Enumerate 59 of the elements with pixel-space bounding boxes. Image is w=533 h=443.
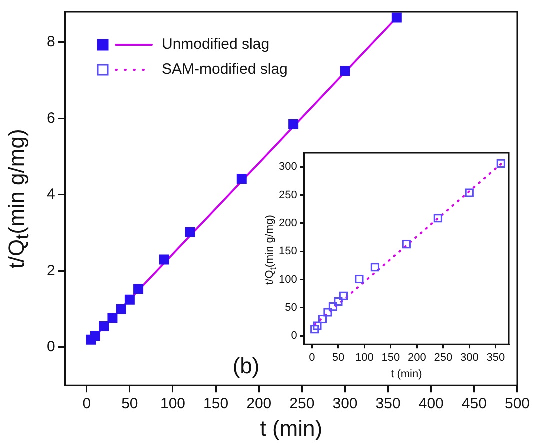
annotation: (b): [232, 354, 260, 379]
point: [124, 294, 135, 305]
y-tick-label: 4: [47, 186, 56, 204]
point: [288, 119, 299, 130]
x-tick-label: 400: [418, 396, 444, 413]
point: [134, 284, 144, 294]
x-tick-label: 250: [434, 352, 453, 364]
y-tick-label: 300: [278, 161, 298, 174]
x-tick-label: 450: [462, 396, 487, 413]
point: [159, 254, 170, 265]
x-tick-label: 150: [204, 396, 229, 413]
y-tick-label: 100: [278, 274, 298, 286]
x-tick-label: 200: [246, 396, 272, 413]
point: [465, 188, 474, 198]
x-tick-label: 300: [332, 396, 358, 413]
x-tick-label: 150: [382, 352, 400, 364]
point: [392, 12, 402, 23]
x-tick-label: 350: [486, 352, 506, 364]
point: [340, 66, 350, 76]
x-tick-label: 0: [309, 352, 316, 364]
point: [99, 322, 110, 332]
x-tick-label: 100: [356, 352, 374, 364]
point: [108, 313, 118, 324]
y-tick-label: 200: [278, 217, 298, 230]
point: [116, 304, 126, 314]
x-axis-title: t (min): [391, 368, 422, 380]
x-axis-title: t (min): [260, 416, 323, 441]
text: SAM-modified slag: [162, 61, 288, 78]
x-tick-label: 350: [376, 396, 401, 413]
x-tick-label: 300: [460, 352, 479, 364]
y-tick-label: 50: [285, 302, 298, 314]
point: [402, 240, 411, 249]
y-tick-label: 0: [291, 330, 298, 342]
point: [324, 308, 332, 317]
y-tick-label: 250: [278, 189, 298, 202]
x-tick-label: 0: [82, 396, 92, 413]
point: [90, 331, 100, 342]
y-tick-label: 150: [278, 246, 298, 258]
point: [313, 322, 322, 330]
point: [334, 297, 343, 306]
x-tick-label: 100: [160, 396, 186, 413]
point: [328, 302, 338, 312]
x-tick-label: 200: [408, 352, 426, 364]
text: Unmodified slag: [162, 36, 270, 53]
point: [339, 292, 348, 300]
y-tick-label: 6: [47, 110, 56, 127]
point: [355, 274, 364, 284]
y-tick-label: 2: [47, 262, 56, 280]
x-tick-label: 50: [332, 352, 345, 364]
point: [310, 325, 320, 334]
point: [370, 263, 380, 272]
x-tick-label: 500: [504, 396, 530, 413]
point: [318, 314, 328, 324]
point: [185, 227, 196, 238]
x-tick-label: 50: [122, 396, 138, 413]
point: [236, 174, 247, 184]
y-tick-label: 8: [47, 34, 56, 51]
point: [434, 214, 442, 223]
point: [496, 159, 506, 168]
